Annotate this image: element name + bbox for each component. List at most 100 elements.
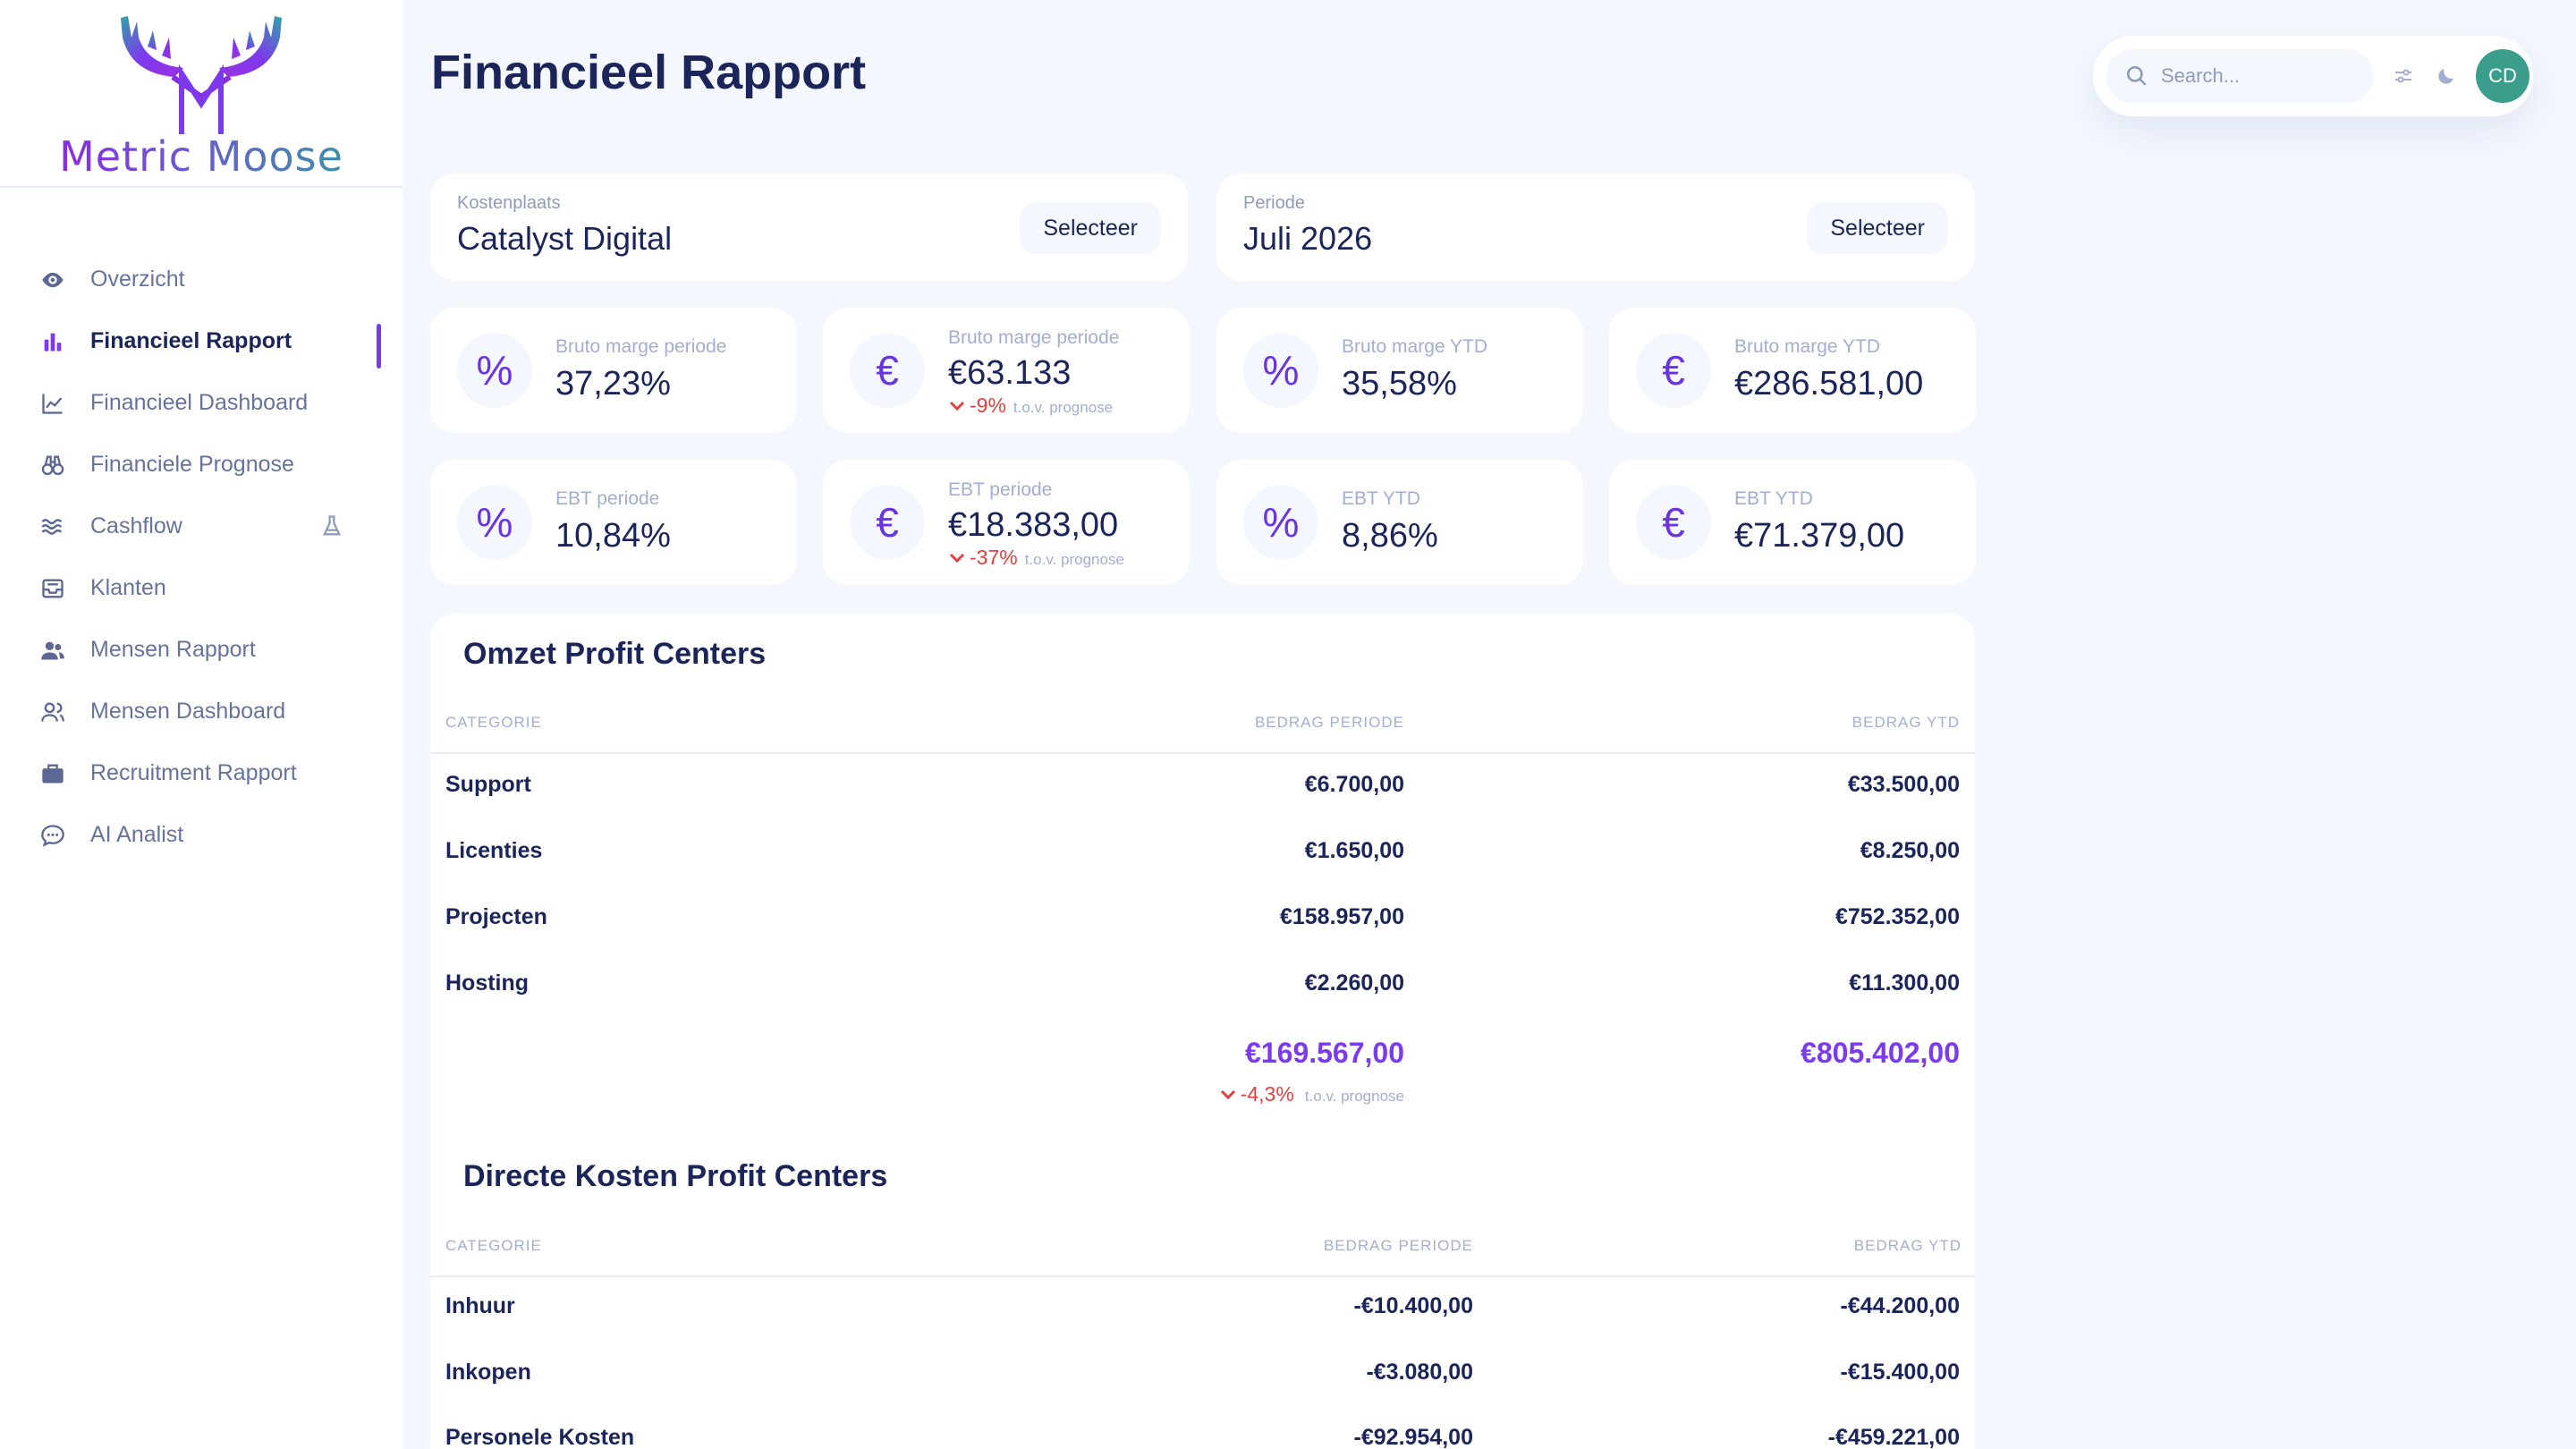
column-header: BEDRAG PERIODE — [1323, 1237, 1473, 1254]
select-cost-center-button[interactable]: Selecteer — [1020, 202, 1161, 254]
sidebar-item-label: Financieel Rapport — [90, 328, 292, 353]
avatar[interactable]: CD — [2476, 49, 2529, 103]
kpi-label: EBT periode — [555, 488, 660, 509]
page-title: Financieel Rapport — [431, 46, 867, 99]
percent-icon: % — [457, 333, 532, 408]
search-input[interactable] — [2161, 64, 2358, 88]
table-cell-category: Licenties — [445, 838, 543, 863]
sidebar-item-label: Cashflow — [90, 513, 182, 538]
sidebar-item-recruitment-rapport[interactable]: Recruitment Rapport — [0, 742, 402, 804]
kpi-delta-value: -9% — [970, 394, 1006, 417]
column-header: BEDRAG PERIODE — [1254, 714, 1404, 731]
revenue-section-title: Omzet Profit Centers — [463, 637, 767, 671]
euro-icon: € — [1636, 333, 1711, 408]
table-cell-period: €6.700,00 — [1304, 772, 1404, 797]
kpi-label: Bruto marge periode — [948, 327, 1120, 348]
table-cell-category: Personele Kosten — [445, 1425, 635, 1449]
sidebar-item-mensen-dashboard[interactable]: Mensen Dashboard — [0, 681, 402, 742]
kpi-value: €63.133 — [948, 354, 1072, 392]
briefcase-icon — [39, 760, 66, 787]
cost-center-value: Catalyst Digital — [457, 220, 673, 257]
sidebar: Metric Moose Overzicht Financieel Rappor… — [0, 0, 402, 1449]
column-header: CATEGORIE — [445, 1237, 542, 1254]
table-divider — [430, 752, 1975, 754]
sidebar-item-label: Overzicht — [90, 267, 185, 292]
table-cell-category: Support — [445, 772, 531, 797]
table-cell-period: €2.260,00 — [1304, 970, 1404, 996]
search-box[interactable] — [2106, 49, 2374, 103]
kpi-card: % EBT periode 10,84% — [430, 460, 797, 585]
percent-icon: % — [1243, 485, 1318, 560]
kpi-label: EBT YTD — [1342, 488, 1420, 509]
kpi-value: €286.581,00 — [1734, 365, 1924, 402]
table-cell-ytd: €33.500,00 — [1847, 772, 1960, 797]
period-value: Juli 2026 — [1243, 220, 1373, 257]
kpi-delta-note: t.o.v. prognose — [1013, 399, 1114, 416]
sidebar-item-ai-analist[interactable]: AI Analist — [0, 804, 402, 866]
users-icon — [39, 637, 66, 664]
sidebar-item-label: Recruitment Rapport — [90, 760, 297, 785]
binoculars-icon — [39, 452, 66, 479]
line-chart-icon — [39, 390, 66, 417]
chat-bubble-icon — [39, 822, 66, 849]
sidebar-item-label: Financiele Prognose — [90, 452, 294, 477]
table-cell-ytd: -€44.200,00 — [1840, 1293, 1960, 1318]
sidebar-item-mensen-rapport[interactable]: Mensen Rapport — [0, 619, 402, 681]
table-cell-period: -€92.954,00 — [1353, 1425, 1473, 1449]
table-cell-category: Inhuur — [445, 1293, 515, 1318]
table-cell-category: Inkopen — [445, 1360, 531, 1385]
percent-icon: % — [457, 485, 532, 560]
table-cell-period: -€10.400,00 — [1353, 1293, 1473, 1318]
period-label: Periode — [1243, 193, 1305, 213]
table-cell-period: €1.650,00 — [1304, 838, 1404, 863]
sidebar-item-label: AI Analist — [90, 822, 184, 847]
kpi-delta-note: t.o.v. prognose — [1024, 551, 1124, 568]
select-period-button[interactable]: Selecteer — [1807, 202, 1948, 254]
bar-chart-icon — [39, 328, 66, 355]
sidebar-item-klanten[interactable]: Klanten — [0, 557, 402, 619]
table-cell-ytd: €752.352,00 — [1835, 904, 1960, 929]
table-cell-ytd: -€459.221,00 — [1827, 1425, 1960, 1449]
table-cell-period: -€3.080,00 — [1366, 1360, 1473, 1385]
column-header: BEDRAG YTD — [1853, 1237, 1962, 1254]
cost-center-card: Kostenplaats Catalyst Digital Selecteer — [430, 174, 1188, 281]
sidebar-item-financiele-prognose[interactable]: Financiele Prognose — [0, 434, 402, 496]
sidebar-item-financieel-rapport[interactable]: Financieel Rapport — [0, 310, 402, 372]
kpi-card: % EBT YTD 8,86% — [1216, 460, 1583, 585]
kpi-value: €71.379,00 — [1734, 517, 1905, 555]
revenue-total-ytd: €805.402,00 — [1801, 1037, 1960, 1069]
direct-costs-section-title: Directe Kosten Profit Centers — [463, 1159, 888, 1193]
euro-icon: € — [850, 485, 925, 560]
kpi-value: 10,84% — [555, 517, 671, 555]
sidebar-item-label: Klanten — [90, 575, 166, 600]
logo[interactable]: Metric Moose — [0, 0, 402, 188]
column-header: CATEGORIE — [445, 714, 542, 731]
kpi-card: % Bruto marge periode 37,23% — [430, 308, 797, 433]
kpi-value: 35,58% — [1342, 365, 1457, 402]
kpi-label: EBT YTD — [1734, 488, 1813, 509]
table-cell-period: €158.957,00 — [1279, 904, 1404, 929]
kpi-value: 8,86% — [1342, 517, 1438, 555]
kpi-delta: -37% t.o.v. prognose — [948, 546, 1124, 570]
revenue-total-period: €169.567,00 — [1245, 1037, 1404, 1069]
kpi-card: % Bruto marge YTD 35,58% — [1216, 308, 1583, 433]
sidebar-item-financieel-dashboard[interactable]: Financieel Dashboard — [0, 372, 402, 434]
revenue-total-delta: -4,3% t.o.v. prognose — [1219, 1082, 1404, 1106]
kpi-card: € EBT periode €18.383,00 -37% t.o.v. pro… — [823, 460, 1190, 585]
sidebar-item-overzicht[interactable]: Overzicht — [0, 249, 402, 310]
sidebar-item-label: Mensen Rapport — [90, 637, 256, 662]
kpi-value: 37,23% — [555, 365, 671, 402]
chevron-down-icon — [949, 401, 965, 411]
users-outline-icon — [39, 699, 66, 725]
filter-toggle-button[interactable] — [2390, 63, 2417, 89]
sidebar-item-label: Mensen Dashboard — [90, 699, 286, 724]
cost-center-label: Kostenplaats — [457, 193, 561, 213]
dark-mode-button[interactable] — [2433, 63, 2460, 89]
waves-icon — [39, 513, 66, 540]
percent-icon: % — [1243, 333, 1318, 408]
brand-name: Metric Moose — [59, 132, 343, 181]
euro-icon: € — [1636, 485, 1711, 560]
kpi-delta: -9% t.o.v. prognose — [948, 394, 1113, 418]
revenue-delta-value: -4,3% — [1240, 1082, 1294, 1106]
sidebar-item-cashflow[interactable]: Cashflow — [0, 496, 402, 557]
